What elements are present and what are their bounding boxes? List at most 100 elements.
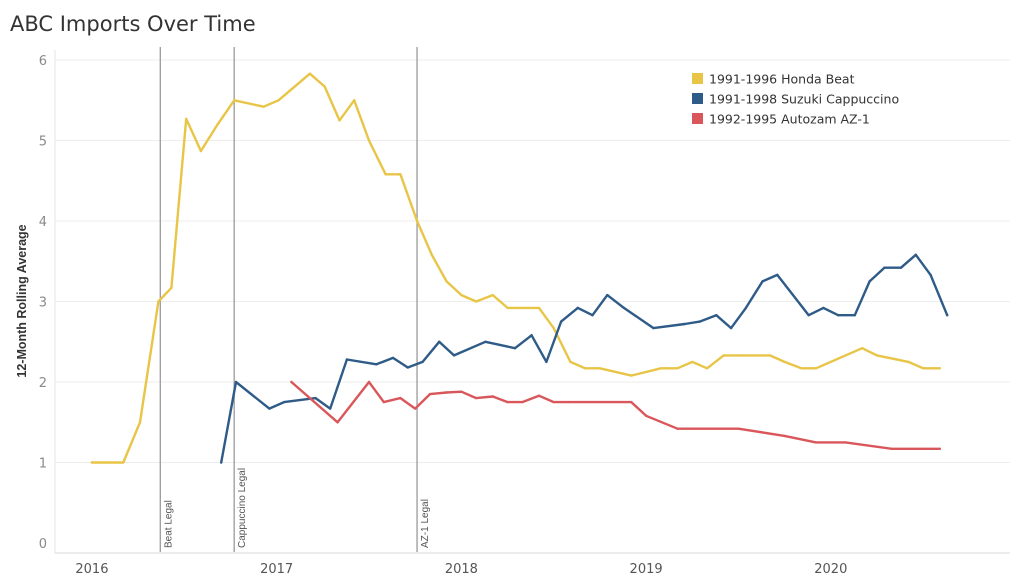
data-point [559, 320, 563, 323]
data-point [807, 314, 810, 317]
data-point [521, 400, 524, 404]
data-point [552, 400, 555, 404]
data-point [506, 400, 509, 404]
data-point [282, 400, 286, 404]
data-point [506, 306, 509, 310]
data-point [761, 280, 764, 283]
data-point [946, 314, 949, 317]
data-point [484, 340, 487, 343]
data-point [262, 105, 265, 108]
data-point [576, 306, 579, 310]
data-point [367, 139, 371, 142]
data-point [530, 334, 533, 337]
x-tick-label: 2017 [260, 562, 293, 577]
data-point [460, 390, 463, 393]
data-point [170, 286, 173, 289]
data-point [491, 293, 494, 297]
data-point [776, 273, 779, 277]
data-point [460, 293, 463, 297]
data-point [375, 363, 378, 366]
data-point [438, 340, 441, 343]
data-point [406, 366, 409, 369]
data-point [938, 367, 941, 370]
data-point [367, 380, 371, 384]
x-tick-label: 2018 [445, 562, 478, 577]
data-point [844, 441, 847, 444]
y-tick-label: 6 [39, 54, 47, 69]
data-point [185, 117, 188, 121]
data-point [676, 427, 679, 430]
data-point [122, 461, 125, 464]
data-point [853, 314, 856, 317]
data-point [630, 400, 633, 404]
data-point [314, 396, 317, 400]
data-point [814, 367, 818, 370]
data-point [345, 358, 349, 361]
data-point [445, 391, 448, 394]
data-point [890, 447, 893, 450]
data-point [537, 394, 541, 397]
data-point [814, 441, 818, 444]
data-point [475, 300, 478, 303]
grid-lines [55, 59, 1010, 463]
data-point [308, 72, 312, 75]
x-tick-label: 2019 [630, 562, 663, 577]
data-point [353, 99, 356, 102]
data-point [138, 421, 142, 424]
data-point [591, 314, 594, 317]
data-point [545, 360, 548, 364]
data-point [336, 421, 339, 424]
data-point [513, 347, 517, 350]
series-2 [290, 380, 941, 450]
data-point [737, 354, 740, 357]
data-point [691, 360, 694, 364]
data-point [391, 356, 395, 360]
data-point [233, 99, 236, 102]
data-point [652, 326, 655, 330]
data-point [606, 293, 609, 297]
data-point [415, 219, 419, 223]
legend-label: 1992-1995 Autozam AZ-1 [709, 112, 870, 127]
y-tick-label: 2 [39, 376, 47, 391]
data-point [744, 306, 748, 310]
data-point [399, 173, 402, 176]
series-lines [90, 72, 949, 464]
annotation-label: Cappuccino Legal [237, 468, 248, 548]
data-point [157, 300, 160, 303]
series-line [290, 380, 941, 450]
data-point [722, 354, 725, 357]
data-point [583, 367, 587, 370]
data-point [907, 360, 910, 364]
data-point [768, 354, 772, 357]
data-point [277, 99, 280, 102]
data-point [569, 360, 572, 364]
data-point [938, 447, 941, 450]
data-point [268, 407, 271, 410]
legend-swatch [692, 73, 703, 84]
annotation-label: Beat Legal [163, 500, 174, 548]
data-point [384, 173, 387, 176]
data-point [868, 280, 871, 283]
data-point [822, 306, 825, 310]
data-point [800, 367, 803, 370]
data-point [644, 414, 648, 417]
data-point [399, 396, 402, 400]
data-point [216, 123, 219, 126]
data-point [683, 322, 687, 326]
data-point [929, 273, 932, 277]
annotation-label: AZ-1 Legal [420, 499, 431, 548]
data-point [737, 427, 740, 430]
data-point [220, 461, 223, 464]
data-point [491, 395, 494, 398]
axes: 0 1 2 3 4 5 6 2016 2017 2018 2019 2020 [39, 50, 1010, 577]
data-point [861, 347, 864, 350]
legend-label: 1991-1996 Honda Beat [709, 72, 855, 87]
data-point [199, 149, 203, 153]
y-tick-label: 4 [39, 215, 47, 230]
y-axis-label: 12-Month Rolling Average [15, 224, 29, 377]
data-point [329, 407, 332, 410]
legend-swatch [692, 113, 703, 124]
data-point [598, 367, 602, 370]
chart-title: ABC Imports Over Time [10, 12, 256, 36]
